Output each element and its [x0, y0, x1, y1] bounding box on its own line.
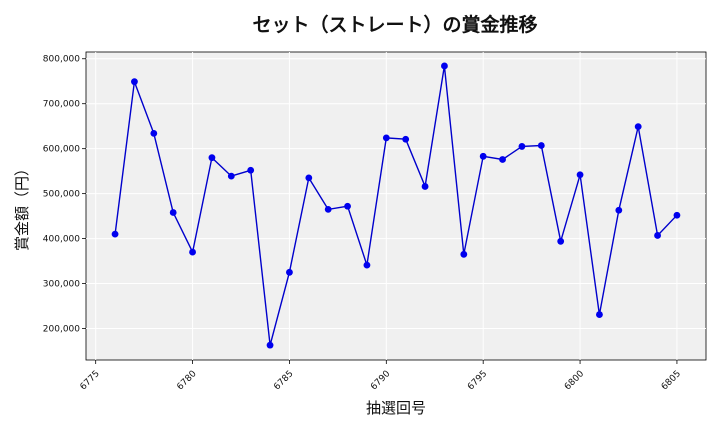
x-tick-label: 6805 — [660, 369, 683, 392]
y-tick-label: 200,000 — [43, 325, 80, 335]
data-point — [305, 174, 313, 182]
data-point — [150, 129, 158, 137]
data-point — [111, 230, 119, 238]
data-point — [673, 211, 681, 219]
x-tick-label: 6785 — [272, 369, 295, 392]
data-point — [654, 232, 661, 239]
data-point — [421, 183, 429, 190]
data-point — [634, 123, 642, 131]
data-point — [266, 341, 274, 349]
y-tick-label: 400,000 — [43, 235, 80, 245]
data-point — [227, 172, 235, 180]
y-axis-ticks: 200,000 300,000 400,000 500,000 600,000 700,0… — [43, 55, 86, 335]
data-point — [363, 261, 371, 269]
data-point — [615, 206, 623, 214]
data-point — [557, 237, 565, 245]
data-point — [460, 250, 468, 258]
x-tick-label: 6780 — [175, 369, 198, 392]
data-point — [576, 171, 584, 179]
data-point — [286, 268, 293, 276]
data-point — [131, 78, 138, 86]
data-point — [441, 62, 448, 70]
y-tick-label: 800,000 — [43, 55, 80, 65]
x-tick-label: 6790 — [369, 369, 392, 392]
y-axis-label: 賞金額（円） — [13, 161, 31, 251]
data-point — [344, 202, 351, 210]
data-point — [189, 248, 196, 256]
data-point — [402, 135, 410, 143]
data-point — [169, 209, 177, 216]
data-point — [537, 142, 545, 149]
x-axis-label: 抽選回号 — [366, 399, 426, 417]
y-tick-label: 700,000 — [43, 100, 80, 110]
series-polyline — [114, 65, 678, 346]
data-point — [596, 311, 603, 318]
data-point — [324, 205, 332, 213]
series-points — [111, 62, 681, 349]
y-tick-label: 300,000 — [43, 280, 80, 290]
grid-lines — [86, 52, 706, 360]
data-point — [208, 154, 216, 162]
x-tick-label: 6775 — [79, 369, 102, 392]
data-point — [499, 156, 506, 163]
y-tick-label: 500,000 — [43, 190, 80, 200]
x-tick-label: 6795 — [466, 369, 489, 392]
data-point — [247, 166, 255, 174]
data-point — [518, 143, 526, 150]
y-tick-label: 600,000 — [43, 145, 80, 155]
x-tick-label: 6800 — [563, 369, 586, 392]
x-axis-ticks: 6775 6780 6785 6790 6795 6800 6805 — [79, 360, 683, 392]
chart-title: セット（ストレート）の賞金推移 — [252, 13, 537, 36]
plot-area — [85, 51, 707, 361]
data-point — [479, 152, 487, 160]
series-line — [114, 65, 678, 346]
data-point — [382, 134, 390, 142]
